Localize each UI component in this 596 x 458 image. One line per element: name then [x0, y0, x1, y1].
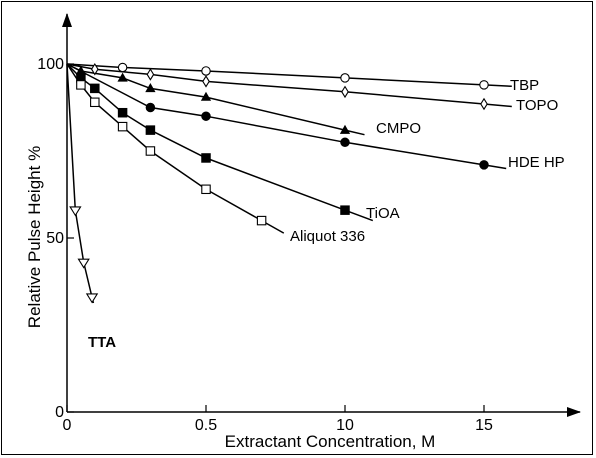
series-line-tbp [66, 63, 512, 88]
y-tick-label: 50 [46, 230, 64, 247]
tbp-point [340, 73, 350, 83]
series-label-tbp: TBP [510, 77, 539, 94]
cmpo-point [145, 83, 156, 93]
series-line-cmpo [66, 63, 365, 136]
topo-point [90, 62, 99, 76]
tta-point [77, 258, 90, 269]
tioa-point [145, 125, 156, 135]
series-line-topo [66, 63, 512, 108]
x-tick-label: 0 [63, 417, 72, 434]
tta-point [85, 293, 99, 304]
series-label-topo: TOPO [516, 97, 558, 114]
hde-hp-point [479, 160, 489, 170]
aliquot-336-point [117, 121, 128, 132]
tioa-point [201, 153, 211, 163]
series-label-hde-hp: HDE HP [508, 154, 565, 171]
tbp-point [201, 66, 211, 76]
aliquot-336-point [256, 215, 267, 226]
tioa-point [90, 83, 100, 94]
tbp-point [479, 80, 489, 90]
cmpo-point [200, 91, 212, 101]
y-tick-label: 0 [55, 404, 64, 421]
hde-hp-point [145, 102, 156, 113]
tioa-point [340, 205, 350, 215]
series-label-aliquot-336: Aliquot 336 [290, 228, 365, 245]
x-tick-label: 10 [336, 417, 354, 434]
aliquot-336-point [90, 97, 100, 108]
series-line-tta [66, 63, 95, 304]
y-tick-label: 100 [37, 56, 64, 73]
series-label-tta: TTA [88, 334, 116, 351]
y-axis-title: Relative Pulse Height % [25, 146, 44, 328]
tioa-point [117, 107, 128, 118]
topo-point [341, 85, 349, 99]
topo-point [480, 97, 488, 111]
topo-point [202, 75, 210, 88]
hde-hp-point [201, 111, 211, 121]
cmpo-point [117, 72, 128, 82]
aliquot-336-point [145, 146, 156, 156]
topo-point [146, 68, 155, 81]
series-label-cmpo: CMPO [376, 120, 421, 137]
x-tick-label: 15 [475, 417, 493, 434]
tta-point [69, 206, 82, 217]
x-axis-title: Extractant Concentration, M [225, 432, 436, 451]
series-label-tioa: TiOA [366, 205, 400, 222]
aliquot-336-point [76, 80, 86, 90]
aliquot-336-point [201, 184, 211, 195]
hde-hp-point [340, 137, 350, 148]
cmpo-point [339, 124, 351, 134]
tbp-point [117, 62, 128, 73]
x-tick-label: 0.5 [195, 417, 217, 434]
